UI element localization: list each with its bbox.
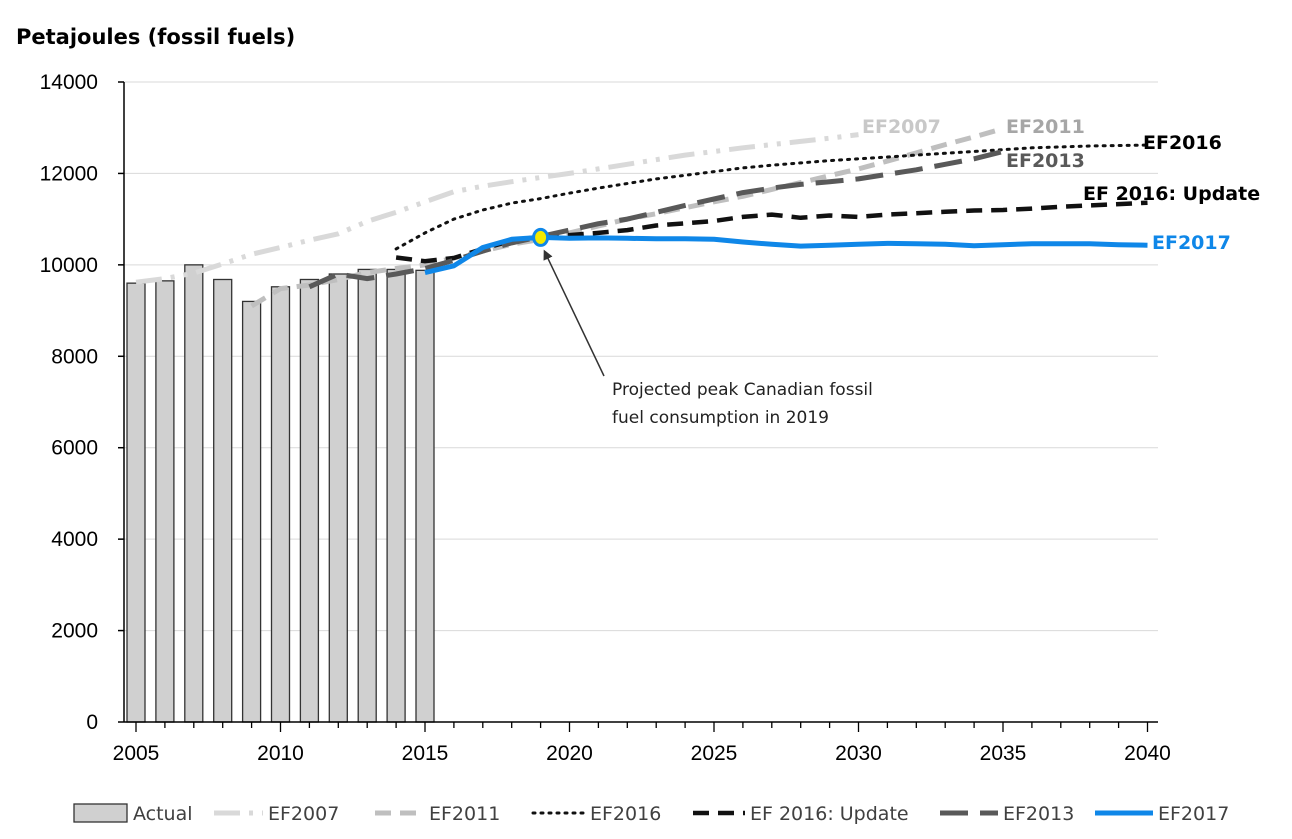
x-tick-label: 2030 [835,742,882,765]
bar-actual-2006 [155,280,175,723]
y-tick-label: 6000 [51,437,98,460]
peak-marker-dot [532,227,550,247]
y-axis-title: Petajoules (fossil fuels) [16,25,295,49]
line-ef-2016-update [395,200,1148,264]
x-tick-labels: 2005 2010 2015 2020 2025 2030 2035 2040 [113,742,1171,765]
x-tick-label: 2040 [1124,742,1171,765]
line-ef2016 [394,143,1149,251]
gridlines [124,81,1158,632]
bar-actual-2005 [126,282,146,723]
y-tick-label: 2000 [51,620,98,643]
series-label-ef-2016-update: EF 2016: Update [1083,183,1260,205]
line-ef2013 [308,149,1004,290]
legend-label-ef2013: EF2013 [1003,803,1074,825]
y-tick-labels: 0 2000 4000 6000 8000 10000 12000 14000 [40,71,98,734]
bar-actual-2014 [386,268,406,723]
x-tick-label: 2005 [113,742,160,765]
annotation-line-2: fuel consumption in 2019 [612,408,829,428]
series-label-ef2017: EF2017 [1152,232,1231,254]
peak-marker [532,227,550,247]
bar-actual-2012 [328,273,348,723]
series-lines [135,126,1149,309]
series-label-ef2013: EF2013 [1006,150,1085,172]
series-end-labels: EF2007 EF2011 EF2016 EF 2016: Update EF2013 E… [862,116,1260,254]
bar-actual-2009 [241,300,262,723]
x-tick-label: 2025 [691,742,738,765]
legend-label-actual: Actual [133,803,193,825]
x-tick-label: 2035 [980,742,1027,765]
y-tick-label: 10000 [40,254,98,277]
annotation-line-1: Projected peak Canadian fossil [612,380,873,400]
bar-actual-2013 [357,268,377,723]
bar-actual-2015 [415,269,435,723]
x-tick-label: 2010 [257,742,304,765]
x-tick-label: 2020 [546,742,593,765]
bar-actual-2008 [213,278,233,723]
legend-label-ef2016: EF2016 [590,803,661,825]
y-tick-label: 12000 [40,162,98,185]
bar-actual-2007 [184,264,204,723]
x-tick-label: 2015 [402,742,449,765]
line-ef2017 [424,234,1148,276]
legend-label-ef2017: EF2017 [1158,803,1229,825]
y-tick-label: 4000 [51,528,98,551]
peak-annotation: Projected peak Canadian fossil fuel cons… [543,249,873,428]
y-tick-label: 8000 [51,345,98,368]
series-label-ef2011: EF2011 [1006,116,1085,138]
legend-label-ef2011: EF2011 [429,803,500,825]
bar-actual-2010 [270,286,291,723]
actual-bars [126,264,435,723]
axes [118,81,1158,732]
series-label-ef2016: EF2016 [1143,132,1222,154]
legend: Actual EF2007 EF2011 EF2016 EF 2016: Update E… [73,803,1229,825]
line-ef2007 [135,132,859,285]
series-label-ef2007: EF2007 [862,116,941,138]
bar-actual-2011 [299,278,320,723]
legend-swatch-actual [73,803,128,823]
y-tick-label: 14000 [40,71,98,94]
annotation-arrow [543,249,605,377]
legend-label-ef-2016-update: EF 2016: Update [750,803,909,825]
legend-label-ef2007: EF2007 [268,803,339,825]
y-tick-label: 0 [86,711,98,734]
